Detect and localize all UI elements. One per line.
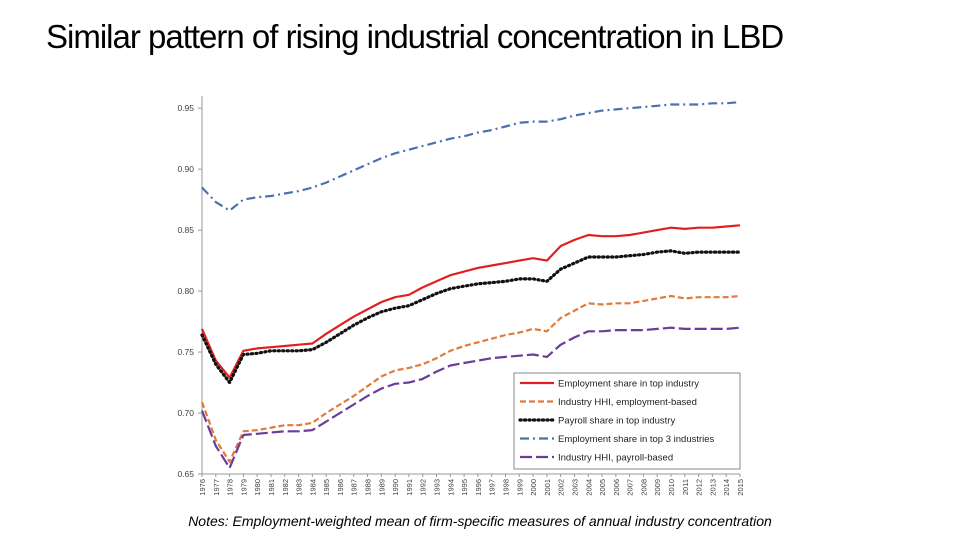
x-tick-label: 1984 (308, 479, 317, 496)
x-tick-label: 1976 (198, 479, 207, 496)
x-tick-label: 1981 (267, 479, 276, 496)
x-tick-label: 1982 (281, 479, 290, 496)
series-lines (200, 101, 742, 469)
x-tick-label: 2001 (543, 479, 552, 496)
slide-title: Similar pattern of rising industrial con… (46, 18, 784, 55)
series-line-3 (200, 249, 742, 385)
y-tick-label: 0.90 (177, 164, 194, 174)
x-tick-label: 2008 (639, 479, 648, 496)
legend-label: Employment share in top 3 industries (558, 434, 715, 445)
y-tick-label: 0.95 (177, 103, 194, 113)
y-tick-label: 0.65 (177, 469, 194, 479)
series-line-4 (201, 101, 741, 212)
x-tick-label: 1987 (350, 479, 359, 496)
x-tick-label: 1990 (391, 479, 400, 496)
legend: Employment share in top industry Industry… (513, 372, 741, 470)
x-tick-label: 2011 (681, 479, 690, 495)
x-axis-ticks: 1976 1977 1978 1979 1980 1981 1982 1983 1984 1985… (198, 474, 745, 496)
y-tick-label: 0.80 (177, 286, 194, 296)
x-tick-label: 2006 (612, 479, 621, 496)
legend-label: Employment share in top industry (558, 379, 699, 390)
x-tick-label: 1983 (295, 479, 304, 496)
chart-notes: Notes: Employment-weighted mean of firm-… (188, 513, 772, 529)
y-axis-ticks: 0.65 0.70 0.75 0.80 0.85 0.90 0.95 (177, 103, 202, 479)
x-tick-label: 2000 (529, 479, 538, 496)
x-tick-label: 2015 (736, 479, 745, 496)
x-tick-label: 2013 (708, 479, 717, 496)
x-tick-label: 1979 (239, 479, 248, 496)
x-tick-label: 1997 (488, 479, 497, 496)
y-tick-label: 0.85 (177, 225, 194, 235)
x-tick-label: 1986 (336, 479, 345, 496)
y-tick-label: 0.75 (177, 347, 194, 357)
x-tick-label: 2004 (584, 479, 593, 496)
x-tick-label: 1998 (501, 479, 510, 496)
y-tick-label: 0.70 (177, 408, 194, 418)
x-tick-label: 2012 (695, 479, 704, 496)
x-tick-label: 1995 (460, 479, 469, 496)
x-tick-label: 1996 (474, 479, 483, 496)
series-line-5 (200, 326, 741, 469)
legend-label: Industry HHI, employment-based (558, 397, 697, 408)
x-tick-label: 2007 (626, 479, 635, 496)
x-tick-label: 1977 (212, 479, 221, 496)
x-tick-label: 1985 (322, 479, 331, 496)
series-line-1 (200, 224, 741, 379)
x-tick-label: 2014 (722, 479, 731, 496)
x-tick-label: 2010 (667, 479, 676, 496)
series-line-2 (200, 294, 741, 463)
x-tick-label: 2002 (557, 479, 566, 496)
legend-label: Payroll share in top industry (558, 416, 675, 427)
x-tick-label: 2003 (570, 479, 579, 496)
x-tick-label: 1993 (433, 479, 442, 496)
x-tick-label: 1999 (515, 479, 524, 496)
legend-label: Industry HHI, payroll-based (558, 453, 673, 464)
x-tick-label: 1994 (446, 479, 455, 496)
x-tick-label: 1992 (419, 479, 428, 496)
x-tick-label: 1980 (253, 479, 262, 496)
x-tick-label: 2005 (598, 479, 607, 496)
x-tick-label: 1989 (377, 479, 386, 496)
x-tick-label: 1988 (364, 479, 373, 496)
x-tick-label: 1978 (226, 479, 235, 496)
x-tick-label: 1991 (405, 479, 414, 496)
x-tick-label: 2009 (653, 479, 662, 496)
